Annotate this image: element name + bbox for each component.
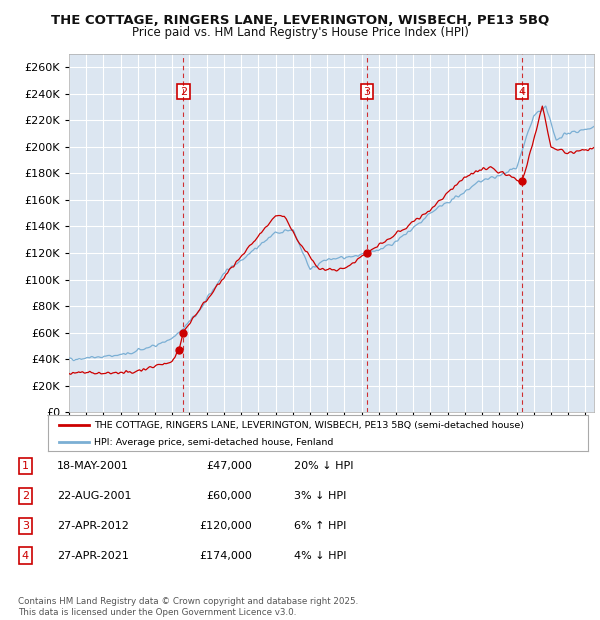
Text: £174,000: £174,000 — [199, 551, 252, 560]
Text: 3: 3 — [364, 87, 371, 97]
Text: 20% ↓ HPI: 20% ↓ HPI — [294, 461, 353, 471]
Text: 4% ↓ HPI: 4% ↓ HPI — [294, 551, 347, 560]
Text: 4: 4 — [22, 551, 29, 560]
Text: £120,000: £120,000 — [199, 521, 252, 531]
Text: 18-MAY-2001: 18-MAY-2001 — [57, 461, 129, 471]
Text: 6% ↑ HPI: 6% ↑ HPI — [294, 521, 346, 531]
Text: THE COTTAGE, RINGERS LANE, LEVERINGTON, WISBECH, PE13 5BQ: THE COTTAGE, RINGERS LANE, LEVERINGTON, … — [51, 14, 549, 27]
Text: 1: 1 — [22, 461, 29, 471]
Text: THE COTTAGE, RINGERS LANE, LEVERINGTON, WISBECH, PE13 5BQ (semi-detached house): THE COTTAGE, RINGERS LANE, LEVERINGTON, … — [94, 420, 524, 430]
Text: 22-AUG-2001: 22-AUG-2001 — [57, 491, 131, 501]
Text: 2: 2 — [180, 87, 187, 97]
Text: 27-APR-2012: 27-APR-2012 — [57, 521, 129, 531]
Text: 3: 3 — [22, 521, 29, 531]
Text: Price paid vs. HM Land Registry's House Price Index (HPI): Price paid vs. HM Land Registry's House … — [131, 26, 469, 39]
Text: £47,000: £47,000 — [206, 461, 252, 471]
Text: 2: 2 — [22, 491, 29, 501]
Text: £60,000: £60,000 — [206, 491, 252, 501]
Text: Contains HM Land Registry data © Crown copyright and database right 2025.
This d: Contains HM Land Registry data © Crown c… — [18, 598, 358, 617]
Text: 4: 4 — [518, 87, 526, 97]
Text: 3% ↓ HPI: 3% ↓ HPI — [294, 491, 346, 501]
Text: 27-APR-2021: 27-APR-2021 — [57, 551, 129, 560]
Text: HPI: Average price, semi-detached house, Fenland: HPI: Average price, semi-detached house,… — [94, 438, 333, 447]
